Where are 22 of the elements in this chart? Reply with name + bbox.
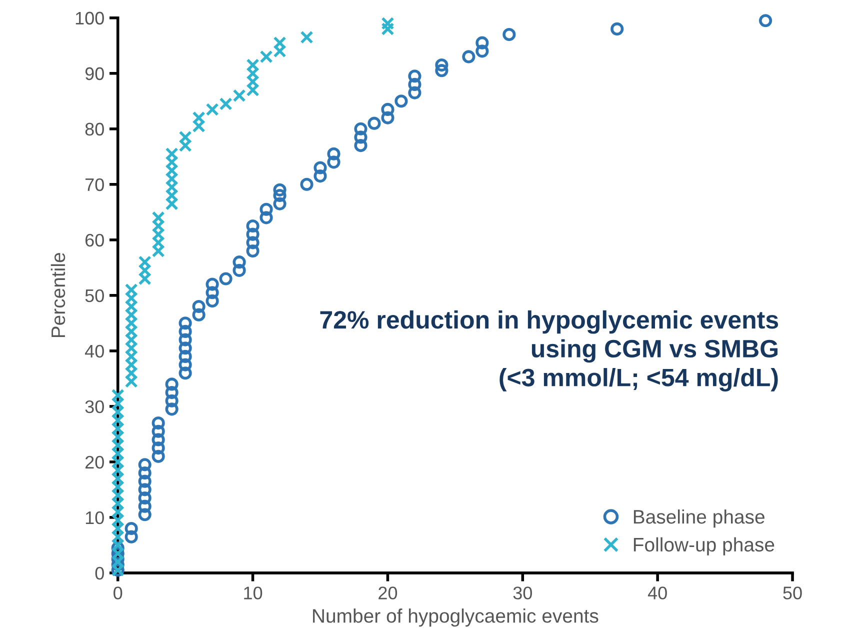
legend-label: Follow-up phase <box>634 537 774 556</box>
y-tick-label: 40 <box>84 344 104 358</box>
y-tick-label: 20 <box>85 456 104 469</box>
x-tick-label: 10 <box>244 586 262 600</box>
x-axis-title: Number of hypoglycaemic events <box>313 608 598 627</box>
x-tick-label: 0 <box>114 586 122 600</box>
legend-label: Baseline phase <box>634 509 764 528</box>
x-tick-label: 30 <box>513 586 532 600</box>
x-tick-label: 50 <box>783 586 802 600</box>
y-tick-label: 60 <box>85 234 104 247</box>
y-tick-label: 80 <box>85 122 104 136</box>
y-tick-label: 10 <box>86 511 104 524</box>
annotation: 72% reduction in hypoglycemic events using CGM vs SMBG (<3 mmol/L; <54 mg/dL) <box>320 310 778 392</box>
y-tick-label: 70 <box>86 178 104 192</box>
y-tick-label: 0 <box>95 566 104 580</box>
x-tick-label: 20 <box>378 586 398 600</box>
y-tick-label: 30 <box>85 400 104 414</box>
y-tick-label: 100 <box>76 12 104 25</box>
x-tick-label: 40 <box>648 586 667 600</box>
y-tick-label: 90 <box>85 67 104 80</box>
y-tick-label: 50 <box>85 289 104 302</box>
y-axis-title: Percentile <box>50 253 66 338</box>
